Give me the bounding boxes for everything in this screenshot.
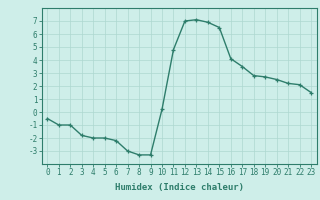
- X-axis label: Humidex (Indice chaleur): Humidex (Indice chaleur): [115, 183, 244, 192]
